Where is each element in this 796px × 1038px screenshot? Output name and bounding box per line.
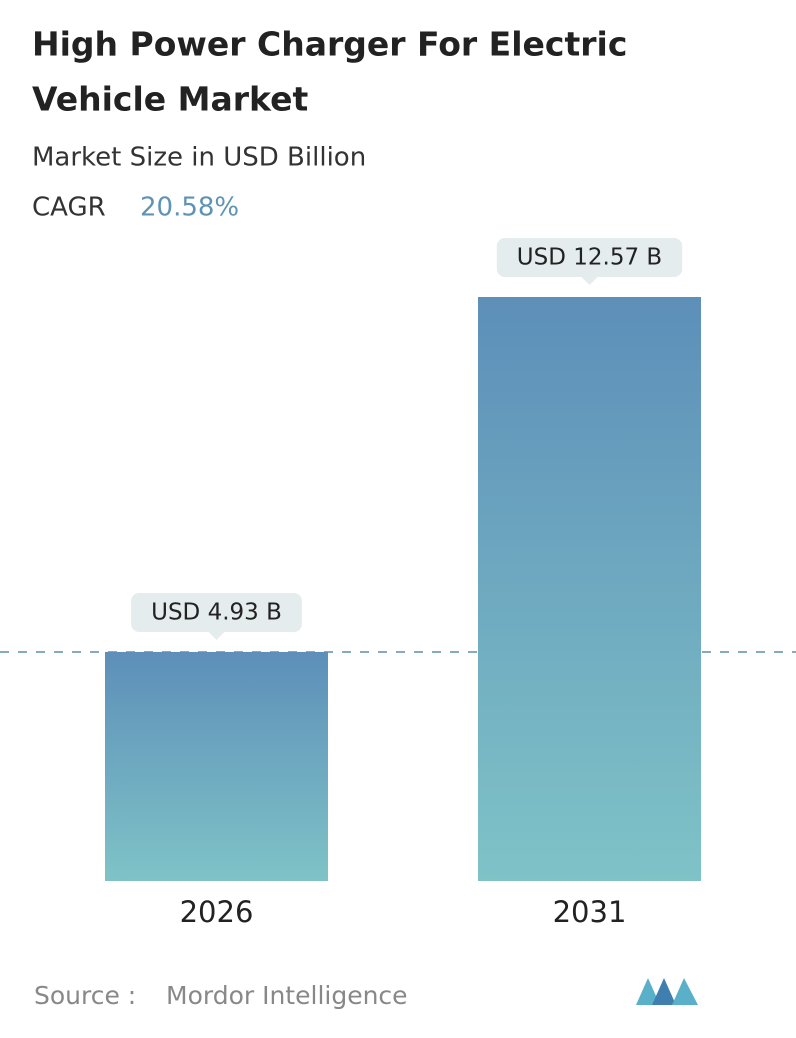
value-label: USD 12.57 B: [517, 245, 662, 271]
logo: [636, 978, 698, 1005]
value-label: USD 4.93 B: [151, 599, 282, 625]
source: Mordor Intelligence: [166, 981, 408, 1010]
cagr-value: 20.58%: [140, 193, 239, 223]
source-label: Source :: [34, 981, 136, 1010]
chart-subtitle: Market Size in USD Billion: [32, 143, 366, 173]
value-callout: [131, 592, 302, 640]
x-tick-label: 2031: [553, 895, 627, 929]
bar: [105, 651, 328, 881]
chart-title: High Power Charger For Electric: [32, 25, 627, 64]
bar: [478, 297, 701, 881]
cagr-label: CAGR: [32, 193, 106, 223]
plot-area: USD 4.93 B 2026 USD 12.57 B 2031: [0, 238, 796, 929]
chart-title: Vehicle Market: [32, 80, 308, 119]
value-callout: [496, 238, 683, 285]
x-tick-label: 2026: [180, 895, 254, 929]
